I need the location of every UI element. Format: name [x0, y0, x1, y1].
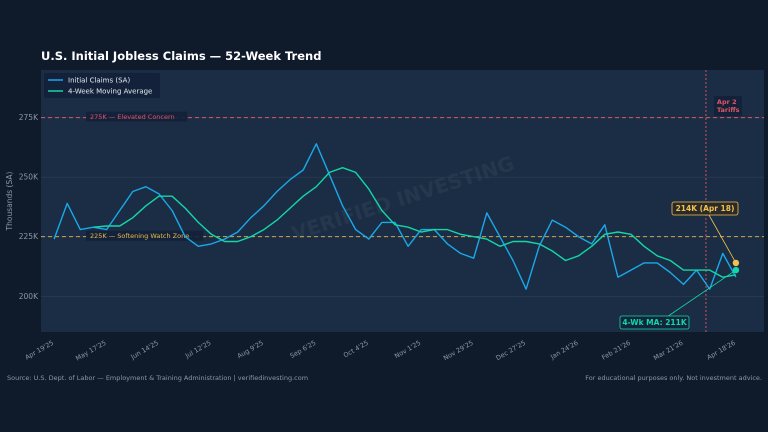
- x-tick-label: Jul 12'25: [183, 339, 212, 361]
- annotation-leader-ma: [668, 269, 737, 317]
- x-tick-label: Jun 14'25: [129, 339, 160, 362]
- x-tick-label: May 17'25: [74, 339, 107, 363]
- disclaimer: For educational purposes only. Not inves…: [585, 374, 762, 382]
- legend-box: [44, 73, 160, 98]
- annotation-ma: 4-Wk MA: 211K: [622, 318, 688, 327]
- reference-label-box: [86, 230, 204, 241]
- legend: Initial Claims (SA) 4-Week Moving Average: [44, 73, 160, 98]
- x-tick-label: Mar 21'26: [652, 339, 684, 362]
- series-line-moving-average: [93, 167, 737, 278]
- annotation-box-ma: [619, 315, 690, 330]
- x-tick-label: Dec 27'25: [495, 339, 528, 362]
- event-line-label: Apr 2: [717, 98, 737, 106]
- annotation-latest-claims: 214K (Apr 18): [676, 204, 735, 213]
- latest-ma-point: [732, 266, 740, 274]
- annotation-box-latest: [671, 201, 739, 216]
- x-tick-label: Feb 21'26: [600, 339, 632, 362]
- x-tick-label: Oct 4'25: [342, 339, 370, 360]
- y-tick-label: 225K: [19, 232, 39, 241]
- legend-entry: Initial Claims (SA): [68, 77, 130, 85]
- x-tick-label: Jan 24'26: [548, 339, 579, 362]
- event-label-box: [713, 96, 742, 116]
- chart-title: U.S. Initial Jobless Claims — 52-Week Tr…: [41, 49, 322, 63]
- annotation-leader-latest: [708, 214, 737, 264]
- y-tick-label: 200K: [19, 292, 39, 301]
- y-tick-label: 275K: [19, 113, 39, 122]
- latest-claims-point: [732, 259, 740, 267]
- series-line-initial-claims: [53, 143, 737, 290]
- source-note: Source: U.S. Dept. of Labor — Employment…: [7, 374, 309, 382]
- reference-label-box: [86, 111, 188, 122]
- legend-entry: 4-Week Moving Average: [68, 88, 152, 96]
- x-tick-label: Sep 6'25: [289, 339, 318, 360]
- x-tick-label: Nov 29'25: [442, 339, 475, 362]
- y-axis-label: Thousands (SA): [5, 171, 14, 231]
- y-tick-label: 250K: [19, 173, 39, 182]
- reference-line-label: 225K — Softening Watch Zone: [90, 232, 189, 240]
- x-tick-label: Aug 9'25: [236, 339, 265, 360]
- x-tick-label: Apr 18'26: [706, 339, 737, 362]
- x-tick-label: Apr 19'25: [24, 339, 55, 362]
- x-tick-label: Nov 1'25: [393, 339, 422, 360]
- event-line-label: Tariffs: [717, 106, 740, 114]
- reference-line-label: 275K — Elevated Concern: [90, 113, 175, 121]
